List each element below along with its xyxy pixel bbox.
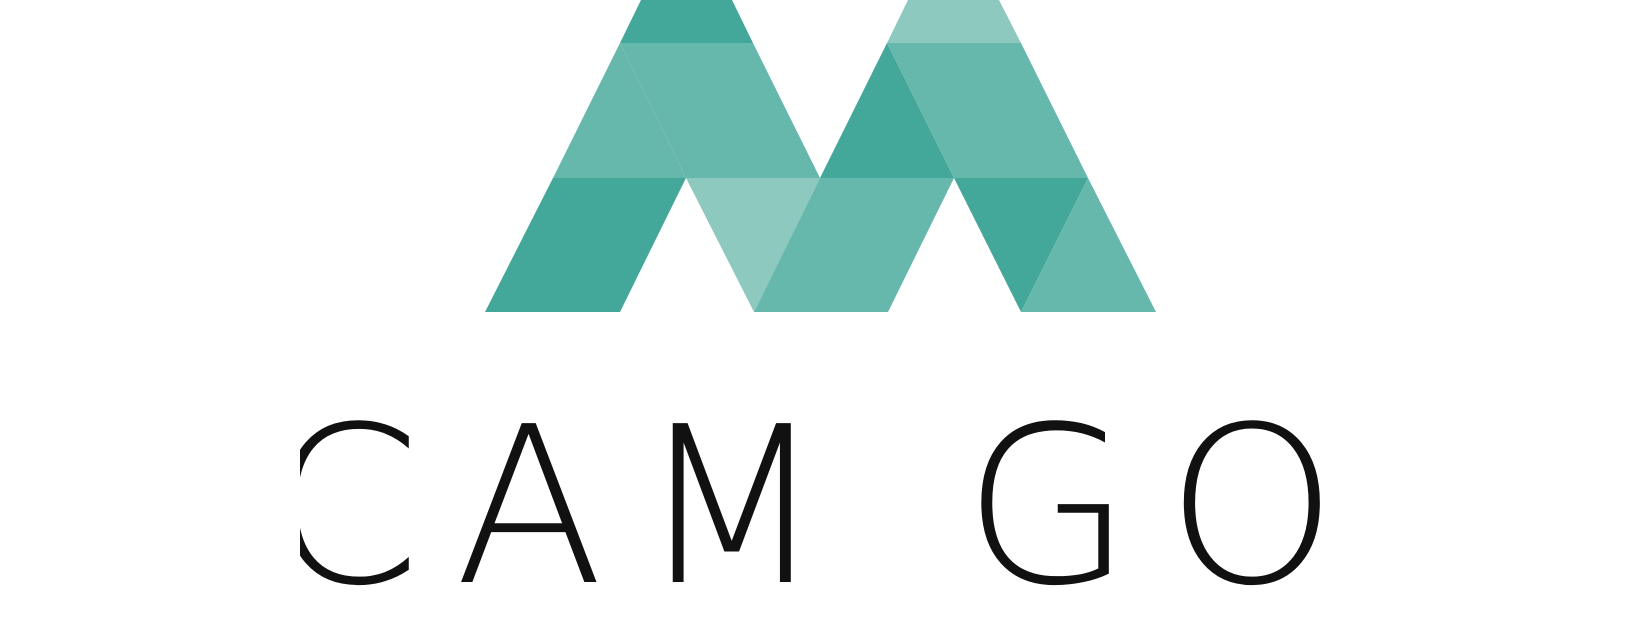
logo-facet — [686, 178, 820, 312]
wordmark: CAM GO — [300, 400, 1340, 590]
logo-facet — [820, 43, 954, 178]
brand-name: CAM GO — [300, 400, 1340, 590]
logo-facet — [620, 43, 820, 178]
logo-facet — [1021, 178, 1156, 312]
logo-facet — [620, 0, 753, 43]
logo-facet — [754, 178, 954, 312]
logo-facet — [887, 0, 1021, 43]
cam-go-logo-icon — [485, 0, 1156, 312]
logo-facet — [954, 178, 1088, 312]
logo-facet — [553, 43, 686, 178]
logo-facet — [485, 178, 686, 312]
logo-facet — [887, 43, 1088, 178]
